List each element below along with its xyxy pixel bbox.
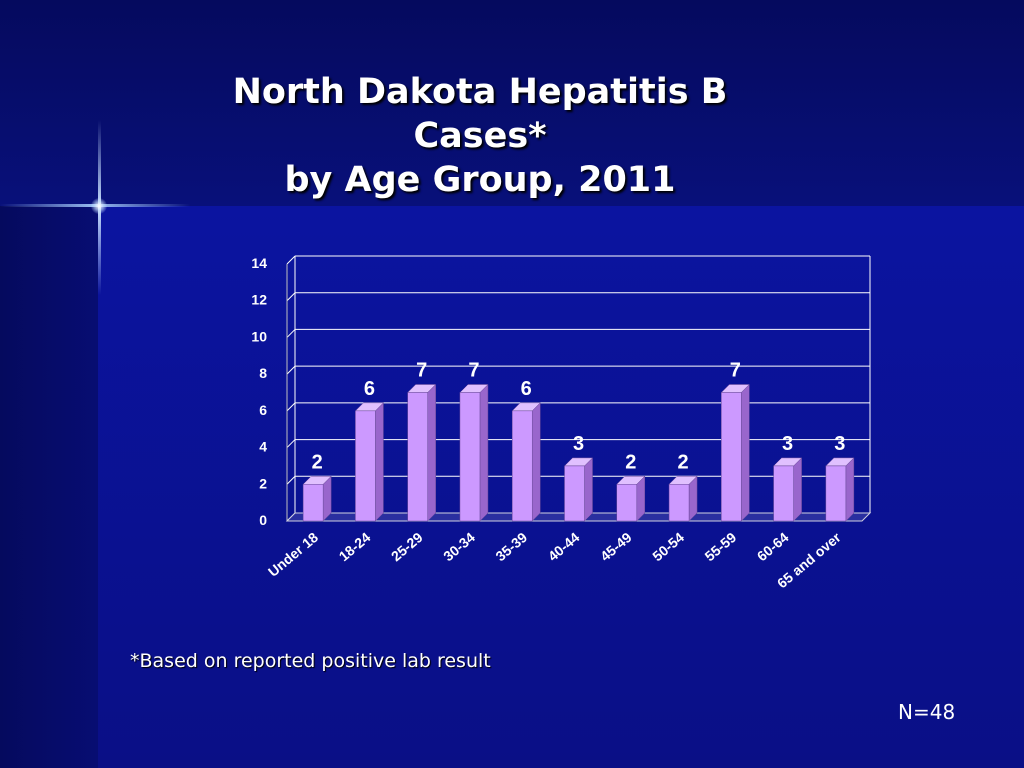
header-band	[0, 0, 1024, 206]
y-tick-label: 12	[251, 292, 267, 308]
slide-title-line-2: by Age Group, 2011	[284, 160, 676, 200]
y-tick-label: 0	[259, 512, 267, 528]
y-tick-label: 8	[259, 365, 267, 381]
x-tick-label: 60-64	[754, 529, 792, 564]
y-tick-label: 10	[251, 328, 267, 344]
gridline-side	[286, 475, 296, 485]
y-tick-label: 4	[259, 439, 267, 455]
bar-side	[793, 457, 802, 522]
gridline-side	[286, 329, 296, 338]
y-tick-label: 2	[259, 475, 267, 491]
bar	[564, 465, 585, 522]
bar-side	[845, 457, 855, 522]
data-label: 3	[573, 433, 584, 455]
bar	[407, 392, 428, 522]
bar-chart: 0 2 4 6 8 10 12 14 2 Under 18 6 18-24 7 25-29 7 30-34 6 3…	[251, 255, 872, 591]
bar	[511, 410, 533, 522]
bar-side	[375, 402, 384, 522]
bar-side	[741, 383, 750, 522]
sample-size-label: N=48	[898, 700, 956, 724]
x-tick-label: Under 18	[265, 529, 321, 580]
left-band	[0, 206, 98, 768]
x-tick-label: 35-39	[492, 529, 530, 564]
gridline-side	[286, 365, 296, 375]
x-tick-label: 30-34	[440, 529, 478, 564]
y-tick-label: 6	[259, 402, 267, 418]
data-label: 2	[625, 451, 636, 473]
x-tick-label: 18-24	[336, 529, 374, 564]
slide-title-line-1: North Dakota Hepatitis B Cases*	[232, 72, 728, 156]
y-tick-label: 14	[251, 255, 267, 271]
bar	[616, 484, 638, 522]
x-tick-label: 40-44	[545, 529, 583, 564]
data-label: 6	[364, 378, 375, 400]
light-flare-core	[91, 198, 107, 214]
gridline-side	[286, 402, 296, 412]
bar-side	[531, 402, 541, 522]
bar	[721, 392, 742, 522]
bar-side	[584, 457, 593, 522]
data-label: 2	[312, 451, 323, 473]
bar	[825, 465, 847, 522]
x-tick-label: 25-29	[388, 529, 426, 564]
data-label: 6	[521, 378, 532, 400]
bar	[668, 484, 690, 522]
data-label: 3	[834, 433, 845, 455]
bar	[302, 484, 324, 522]
chart-labels: 0 2 4 6 8 10 12 14 2 Under 18 6 18-24 7 25-29 7 30-34 6 3…	[251, 255, 845, 591]
chart-bars	[302, 383, 855, 522]
data-label: 7	[730, 360, 741, 382]
x-tick-label: 50-54	[649, 529, 687, 564]
bar	[459, 392, 481, 522]
gridline-side	[286, 292, 296, 302]
data-label: 3	[782, 433, 793, 455]
data-label: 2	[677, 451, 688, 473]
x-tick-label: 45-49	[597, 529, 635, 564]
data-label: 7	[468, 360, 479, 382]
gridline-side	[286, 439, 296, 448]
data-label: 7	[416, 360, 427, 382]
bar-side	[479, 383, 489, 522]
x-tick-label: 55-59	[702, 529, 740, 564]
gridline-side	[286, 255, 296, 265]
slide-title: North Dakota Hepatitis B Cases* by Age G…	[160, 70, 800, 202]
bar-side	[427, 383, 436, 522]
bar	[773, 465, 794, 522]
bar	[355, 410, 376, 522]
footnote: *Based on reported positive lab result	[130, 650, 491, 672]
